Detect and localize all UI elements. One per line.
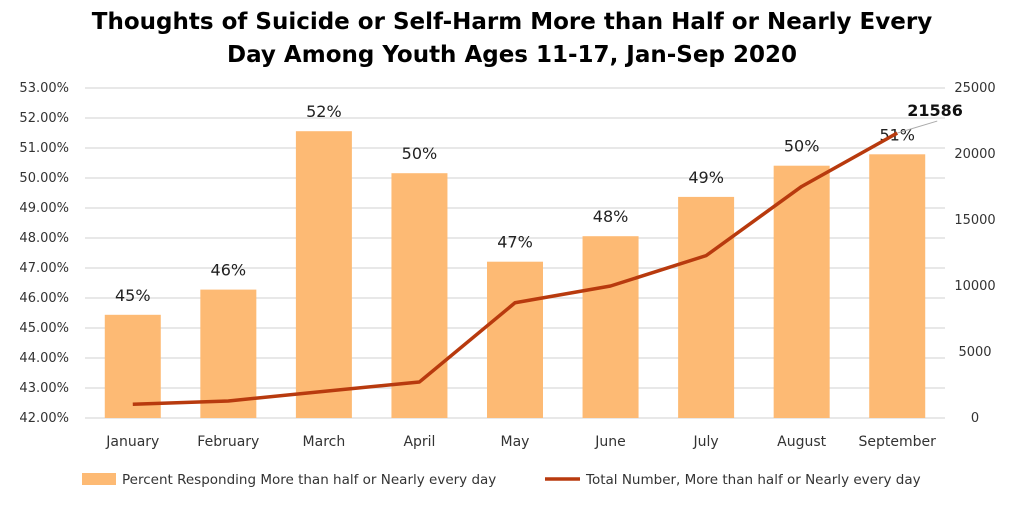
left-axis-tick: 47.00% (19, 261, 69, 276)
left-axis-tick: 45.00% (19, 321, 69, 336)
category-label: April (403, 434, 435, 450)
bar-data-label: 49% (688, 168, 724, 187)
bar (295, 131, 352, 418)
left-axis-tick: 44.00% (19, 351, 69, 366)
bar (487, 261, 543, 418)
right-axis-tick: 10000 (954, 279, 995, 294)
category-label: July (693, 434, 719, 450)
category-label: September (859, 434, 937, 450)
line-series (132, 131, 899, 407)
left-axis-tick: 51.00% (19, 141, 69, 156)
right-axis-tick: 0 (971, 411, 979, 426)
bar (678, 196, 735, 418)
left-axis-tick: 46.00% (19, 291, 69, 306)
bar-data-label: 50% (402, 144, 438, 163)
legend-line-label: Total Number, More than half or Nearly e… (585, 472, 921, 488)
right-axis-tick: 20000 (954, 147, 995, 162)
bar (104, 314, 161, 418)
bar-data-label: 48% (593, 207, 629, 226)
legend-bar-swatch (82, 473, 116, 485)
bar (869, 154, 926, 419)
left-axis-tick: 43.00% (19, 381, 69, 396)
bar (200, 289, 257, 418)
bar (773, 165, 830, 418)
legend-bar-label: Percent Responding More than half or Nea… (122, 472, 496, 488)
left-axis-tick: 50.00% (19, 171, 69, 186)
chart-title-line-2: Day Among Youth Ages 11-17, Jan-Sep 2020 (227, 42, 797, 68)
chart-title: Thoughts of Suicide or Self-Harm More th… (0, 6, 1024, 72)
bar (391, 173, 448, 418)
bar-data-label: 47% (497, 233, 533, 252)
bar-data-label: 46% (211, 261, 247, 280)
left-axis-tick: 42.00% (19, 411, 69, 426)
category-label: June (594, 434, 626, 450)
left-axis-tick: 49.00% (19, 201, 69, 216)
right-axis-tick: 25000 (954, 81, 995, 96)
left-axis-tick: 53.00% (19, 81, 69, 96)
left-axis-tick: 52.00% (19, 111, 69, 126)
bar (582, 236, 639, 418)
line-end-label: 21586 (907, 101, 963, 120)
bar-data-label: 45% (115, 286, 151, 305)
category-label: August (777, 434, 827, 450)
category-label: March (303, 434, 346, 450)
left-axis-tick: 48.00% (19, 231, 69, 246)
category-label: May (501, 434, 530, 450)
leader-line (897, 120, 938, 134)
bar-data-label: 52% (306, 102, 342, 121)
bar-data-label: 50% (784, 137, 820, 156)
right-axis-tick: 15000 (954, 213, 995, 228)
category-label: January (105, 434, 159, 450)
category-label: February (197, 434, 259, 450)
right-axis-tick: 5000 (958, 345, 991, 360)
chart-title-line-1: Thoughts of Suicide or Self-Harm More th… (91, 9, 933, 35)
